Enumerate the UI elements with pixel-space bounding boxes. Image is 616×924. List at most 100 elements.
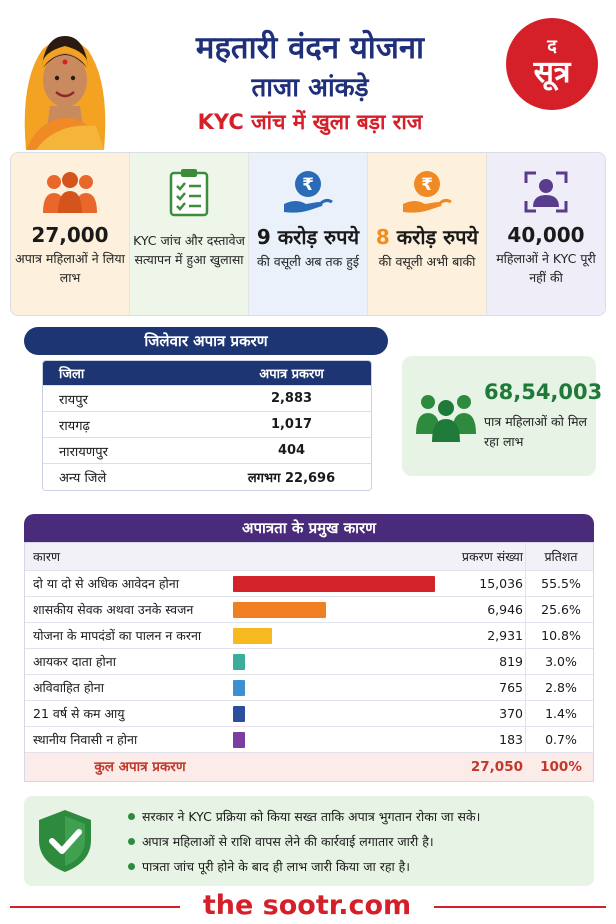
page-tagline: KYC जांच में खुला बड़ा राज xyxy=(197,110,423,134)
stat-description: अपात्र महिलाओं ने लिया लाभ xyxy=(15,251,125,285)
reason-percent: 55.5% xyxy=(541,576,581,591)
stat-card-recovered: ₹ 9 करोड़ रुपये की वसूली अब तक हुई xyxy=(249,153,368,315)
reason-label: योजना के मापदंडों का पालन न करना xyxy=(33,628,202,643)
total-percent: 100% xyxy=(540,759,582,775)
footer-brand: the sootr.com xyxy=(202,890,412,921)
reason-bar xyxy=(233,602,326,618)
user-scan-icon xyxy=(516,167,576,217)
reason-label: आयकर दाता होना xyxy=(33,654,116,669)
shield-check-icon xyxy=(39,810,91,872)
reason-count: 765 xyxy=(499,680,523,695)
reason-bar xyxy=(233,706,245,722)
table-row: रायपुर 2,883 xyxy=(43,386,371,412)
reason-percent: 25.6% xyxy=(541,602,581,617)
reasons-total-row: कुल अपात्र प्रकरण 27,050 100% xyxy=(25,753,593,781)
header: महतारी वंदन योजना ताजा आंकड़े KYC जांच म… xyxy=(0,0,616,150)
total-label: कुल अपात्र प्रकरण xyxy=(94,759,186,775)
district-name: अन्य जिले xyxy=(59,471,107,486)
footer-divider xyxy=(10,906,180,908)
reason-percent: 3.0% xyxy=(545,654,577,669)
table-row: अन्य जिले लगभग 22,696 xyxy=(43,464,371,490)
checklist-icon xyxy=(159,167,219,217)
footer-divider xyxy=(434,906,606,908)
women-group-icon xyxy=(40,167,100,217)
eligible-text: पात्र महिलाओं को मिल रहा लाभ xyxy=(484,414,588,449)
stat-value-number: 8 xyxy=(375,225,390,249)
district-name: रायपुर xyxy=(59,392,88,408)
reasons-table-body: दो या दो से अधिक आवेदन होना 15,036 55.5% शा… xyxy=(25,571,593,753)
page-title: महतारी वंदन योजना xyxy=(195,30,425,66)
column-divider xyxy=(525,649,526,674)
col-district: जिला xyxy=(59,367,85,382)
table-row: अविवाहित होना 765 2.8% xyxy=(25,675,593,701)
stat-card-pending: ₹ 8 करोड़ रुपये की वसूली अभी बाकी xyxy=(368,153,487,315)
reason-count: 819 xyxy=(499,654,523,669)
district-name: नारायणपुर xyxy=(59,444,108,460)
sootr-logo: द सूत्र xyxy=(506,18,598,110)
district-cases: 404 xyxy=(277,443,306,458)
reasons-heading: अपात्रता के प्रमुख कारण xyxy=(24,514,594,542)
reason-bar xyxy=(233,576,435,592)
col-percent: प्रतिशत xyxy=(544,549,578,564)
page-subtitle: ताजा आंकड़े xyxy=(251,73,369,103)
note-item: सरकार ने KYC प्रक्रिया को किया सख्त ताकि… xyxy=(128,804,588,829)
svg-text:₹: ₹ xyxy=(302,175,314,195)
reason-bar xyxy=(233,654,245,670)
district-table: जिला अपात्र प्रकरण रायपुर 2,883 रायगढ़ 1… xyxy=(42,360,372,491)
reason-bar xyxy=(233,628,272,644)
eligible-box: 68,54,003 पात्र महिलाओं को मिल रहा लाभ xyxy=(402,356,602,476)
stat-description: महिलाओं ने KYC पूरी नहीं की xyxy=(496,251,596,285)
reason-count: 183 xyxy=(499,732,523,747)
table-row: रायगढ़ 1,017 xyxy=(43,412,371,438)
district-cases: 2,883 xyxy=(270,391,313,406)
eligible-count: 68,54,003 xyxy=(484,380,603,404)
woman-illustration-icon xyxy=(24,36,106,150)
reason-count: 15,036 xyxy=(479,576,523,591)
col-cases: अपात्र प्रकरण xyxy=(259,367,324,382)
col-count: प्रकरण संख्या xyxy=(461,549,523,564)
logo-small-text: द xyxy=(547,36,557,57)
reason-count: 2,931 xyxy=(487,628,523,643)
people-group-icon xyxy=(416,395,476,442)
reason-percent: 1.4% xyxy=(545,706,577,721)
reason-count: 370 xyxy=(499,706,523,721)
reason-bar xyxy=(233,680,245,696)
stat-description: KYC जांच और दस्तावेज सत्यापन में हुआ खुल… xyxy=(133,233,245,267)
stat-card-kyc: KYC जांच और दस्तावेज सत्यापन में हुआ खुल… xyxy=(130,153,249,315)
reason-percent: 10.8% xyxy=(541,628,581,643)
district-cases: 1,017 xyxy=(270,417,313,432)
district-table-header: जिला अपात्र प्रकरण xyxy=(43,361,371,386)
reasons-table-header: कारण प्रकरण संख्या प्रतिशत xyxy=(25,543,593,571)
district-cases: लगभग 22,696 xyxy=(247,471,336,486)
total-count: 27,050 xyxy=(470,759,523,775)
notes-box: सरकार ने KYC प्रक्रिया को किया सख्त ताकि… xyxy=(24,796,594,886)
svg-text:₹: ₹ xyxy=(421,175,433,195)
stat-value: 9 करोड़ रुपये xyxy=(256,225,360,249)
table-row: नारायणपुर 404 xyxy=(43,438,371,464)
logo-big-text: सूत्र xyxy=(533,55,571,90)
footer: the sootr.com xyxy=(0,888,616,924)
stat-value: 40,000 xyxy=(507,223,585,247)
stat-value: 8 करोड़ रुपये xyxy=(376,223,478,250)
reason-bar xyxy=(233,732,245,748)
column-divider xyxy=(525,571,526,596)
stat-description: की वसूली अभी बाकी xyxy=(378,254,476,269)
reason-label: अविवाहित होना xyxy=(33,680,104,695)
stat-card-kyc-incomplete: 40,000 महिलाओं ने KYC पूरी नहीं की xyxy=(487,153,605,315)
column-divider xyxy=(525,727,526,752)
district-name: रायगढ़ xyxy=(59,418,90,434)
stat-description: की वसूली अब तक हुई xyxy=(256,254,360,269)
rupee-hand-icon: ₹ xyxy=(278,167,338,217)
reason-percent: 0.7% xyxy=(545,732,577,747)
note-item: पात्रता जांच पूरी होने के बाद ही लाभ जार… xyxy=(128,854,588,879)
column-divider xyxy=(525,623,526,648)
table-row: शासकीय सेवक अथवा उनके स्वजन 6,946 25.6% xyxy=(25,597,593,623)
reason-label: 21 वर्ष से कम आयु xyxy=(33,706,125,721)
column-divider xyxy=(525,597,526,622)
table-row: योजना के मापदंडों का पालन न करना 2,931 10.… xyxy=(25,623,593,649)
reason-percent: 2.8% xyxy=(545,680,577,695)
table-row: 21 वर्ष से कम आयु 370 1.4% xyxy=(25,701,593,727)
table-row: स्थानीय निवासी न होना 183 0.7% xyxy=(25,727,593,753)
district-heading: जिलेवार अपात्र प्रकरण xyxy=(24,327,388,355)
reason-label: दो या दो से अधिक आवेदन होना xyxy=(33,576,179,591)
